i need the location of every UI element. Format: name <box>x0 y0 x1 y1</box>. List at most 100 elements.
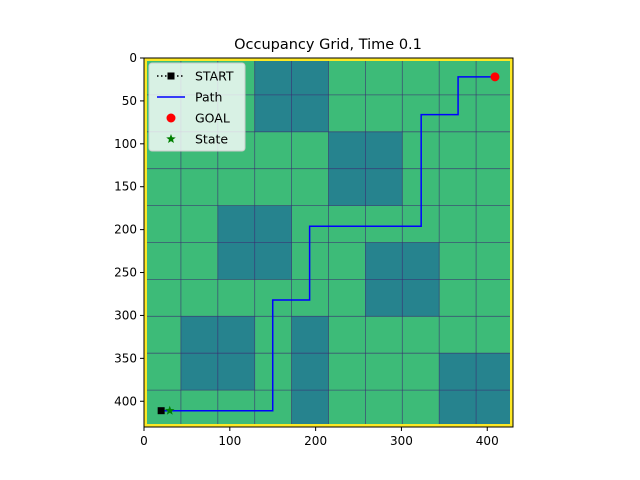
occupied-cell <box>402 279 440 317</box>
free-cell <box>476 168 513 207</box>
occupied-cell <box>254 242 293 280</box>
legend-label: Path <box>195 90 222 105</box>
free-cell <box>180 205 219 243</box>
free-cell <box>402 353 440 391</box>
y-tick-label: 200 <box>114 223 137 237</box>
free-cell <box>439 316 477 354</box>
free-cell <box>402 316 440 354</box>
free-cell <box>217 168 256 207</box>
occupied-cell <box>180 353 219 391</box>
legend-label: START <box>195 69 234 84</box>
y-tick-label: 100 <box>114 137 137 151</box>
free-cell <box>328 353 366 391</box>
occupied-cell <box>217 205 256 243</box>
free-cell <box>476 242 513 280</box>
plot-frame <box>143 57 514 428</box>
free-cell <box>439 131 477 170</box>
free-cell <box>402 58 440 96</box>
free-cell <box>180 168 219 207</box>
free-cell <box>217 279 256 317</box>
free-cell <box>439 168 477 207</box>
free-cell <box>476 205 513 243</box>
occupied-cell <box>217 242 256 280</box>
occupied-cell <box>291 390 329 427</box>
free-cell <box>365 353 403 391</box>
legend-start-marker <box>167 72 175 80</box>
x-tick-label: 300 <box>390 434 413 448</box>
legend-goal-marker <box>166 113 176 123</box>
state-marker <box>164 405 175 415</box>
x-tick-label: 400 <box>476 434 499 448</box>
occupied-cell <box>328 168 366 207</box>
occupied-cell <box>217 316 256 354</box>
occupied-cell <box>291 94 329 133</box>
occupied-cell <box>217 353 256 391</box>
occupied-cell <box>365 242 403 280</box>
occupied-cell <box>254 205 293 243</box>
free-cell <box>254 131 293 170</box>
free-cell <box>439 242 477 280</box>
y-tick-label: 400 <box>114 394 137 408</box>
legend: START Path GOAL State <box>148 62 246 152</box>
occupied-cell <box>365 279 403 317</box>
occupied-cell <box>254 94 293 133</box>
occupied-cell <box>402 242 440 280</box>
grid-border <box>144 58 513 427</box>
free-cell <box>180 242 219 280</box>
free-cell <box>439 205 477 243</box>
free-cell <box>144 353 182 391</box>
free-cell <box>365 316 403 354</box>
occupied-cell <box>365 168 403 207</box>
occupied-cell <box>328 131 366 170</box>
free-cell <box>144 205 182 243</box>
path-line <box>164 76 495 412</box>
free-cell <box>328 205 366 243</box>
free-cell <box>328 94 366 133</box>
free-cell <box>180 390 219 427</box>
free-cell <box>328 242 366 280</box>
free-cell <box>180 279 219 317</box>
y-tick-label: 50 <box>122 94 137 108</box>
y-tick-label: 300 <box>114 308 137 322</box>
occupied-cell <box>291 316 329 354</box>
occupied-cell <box>476 390 513 427</box>
free-cell <box>365 205 403 243</box>
x-tick-label: 200 <box>304 434 327 448</box>
occupied-cell <box>365 131 403 170</box>
free-cell <box>144 168 182 207</box>
free-cell <box>476 279 513 317</box>
free-cell <box>439 279 477 317</box>
free-cell <box>217 390 256 427</box>
free-cell <box>328 279 366 317</box>
free-cell <box>254 168 293 207</box>
free-cell <box>365 390 403 427</box>
free-cell <box>476 316 513 354</box>
free-cell <box>144 279 182 317</box>
occupied-cell <box>254 58 293 96</box>
free-cell <box>291 168 329 207</box>
y-tick-label: 0 <box>129 51 137 65</box>
start-marker <box>157 407 165 415</box>
occupied-cell <box>180 316 219 354</box>
free-cell <box>476 94 513 133</box>
free-cell <box>476 131 513 170</box>
occupied-cell <box>291 353 329 391</box>
legend-label: GOAL <box>195 111 230 126</box>
legend-state-marker <box>166 134 176 144</box>
free-cell <box>144 242 182 280</box>
goal-marker <box>490 72 500 82</box>
y-tick-label: 250 <box>114 266 137 280</box>
occupied-cell <box>439 353 477 391</box>
legend-box <box>148 62 246 152</box>
free-cell <box>144 316 182 354</box>
chart-title: Occupancy Grid, Time 0.1 <box>234 37 422 53</box>
free-cell <box>402 390 440 427</box>
x-tick-label: 0 <box>140 434 148 448</box>
occupied-cell <box>476 353 513 391</box>
occupied-cell <box>439 390 477 427</box>
free-cell <box>365 58 403 96</box>
occupied-cell <box>291 58 329 96</box>
y-tick-label: 150 <box>114 180 137 194</box>
free-cell <box>328 390 366 427</box>
